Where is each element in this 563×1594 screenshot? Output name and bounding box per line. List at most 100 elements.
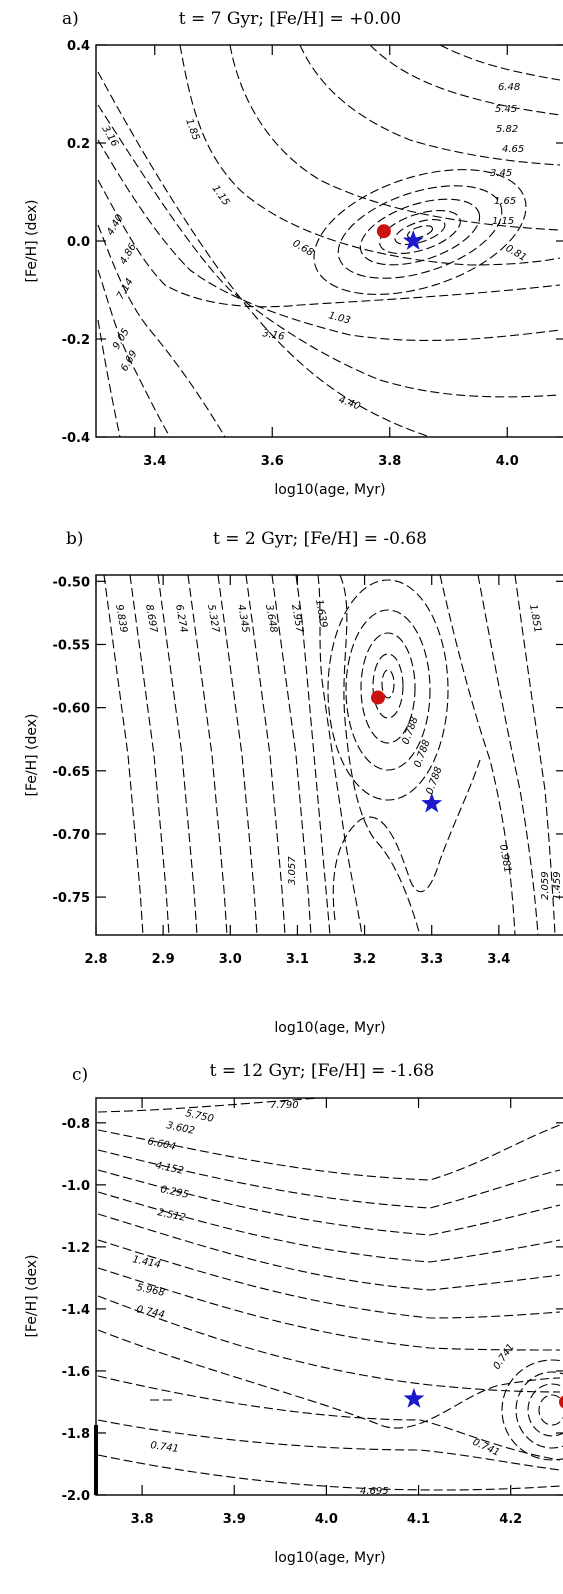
panel-b-ylabel: [Fe/H] (dex) [24,714,40,797]
contour-label: 3.057 [287,856,298,885]
panel-b-contour-labels: 9.839 8.697 6.274 5.327 4.345 3.648 2.95… [113,599,563,900]
contour-label: 2.512 [156,1207,186,1224]
contour-label: 1.03 [327,310,351,326]
panel-c-contour-labels: 5.750 7.790 3.602 6.604 4.152 0.295 2.51… [131,1100,517,1497]
contour-label: 4.345 [235,604,251,634]
y-tick-label: -0.4 [62,431,90,446]
y-tick-label: 0.0 [67,235,90,250]
contour-label: 1.15 [210,183,232,208]
panel-a-letter: a) [62,9,79,29]
contour-label: 1.459 [552,871,563,900]
contour-label: 0.81 [504,243,529,264]
y-tick-label: -0.60 [53,702,90,717]
y-tick-label: -0.70 [53,828,90,843]
panel-a-title: t = 7 Gyr; [Fe/H] = +0.00 [179,9,401,29]
y-tick-label: -1.8 [62,1427,90,1442]
contour-label: 0.788 [412,738,432,769]
x-tick-label: 4.0 [496,454,519,469]
panel-a-frame [95,44,563,438]
panel-a-ylabel: [Fe/H] (dex) [24,200,40,283]
contour-label: 3.648 [263,604,279,634]
panel-a: a) t = 7 Gyr; [Fe/H] = +0.00 6.48 5.45 [24,9,563,498]
contour-label: 4.152 [154,1160,184,1177]
y-tick-label: -0.75 [53,891,90,906]
best-fit-circle-marker [371,690,385,705]
panel-c-ylabel: [Fe/H] (dex) [24,1255,40,1338]
x-tick-label: 4.2 [499,1512,522,1527]
y-tick-label: -1.0 [62,1179,90,1194]
contour-label: 0.741 [150,1440,180,1455]
x-tick-label: 3.4 [487,952,510,967]
contour-label: 3.602 [165,1120,195,1137]
panel-a-contours [97,44,561,438]
y-tick-label: -0.55 [53,638,90,653]
contour-label: 1.15 [492,216,514,227]
panel-b: b) t = 2 Gyr; [Fe/H] = -0.68 9.839 8 [24,529,563,1036]
contour-label: 7.14 [115,277,136,302]
panel-c-letter: c) [72,1065,88,1085]
panel-b-frame [95,574,563,936]
contour-label: 6.48 [498,82,520,93]
contour-label: 4.695 [360,1486,389,1497]
y-tick-label: -0.65 [53,765,90,780]
y-tick-label: -1.2 [62,1241,90,1256]
x-tick-label: 3.2 [353,952,376,967]
contour-label: 0.295 [159,1184,189,1201]
contour-label: 1.639 [313,599,329,629]
contour-label: 6.274 [173,604,189,634]
contour-label: 1.65 [494,196,516,207]
contour-label: 1.414 [131,1254,161,1271]
panel-b-contours [103,574,556,936]
x-tick-label: 3.1 [286,952,309,967]
contour-label: 3.16 [99,124,120,149]
contour-label: 3.16 [261,328,285,343]
best-fit-circle-marker [376,224,391,239]
contour-label: 4.40 [337,394,362,412]
contour-label: 4.40 [105,213,126,238]
panel-a-contour-labels: 6.48 5.45 5.82 4.65 3.45 1.65 1.15 0.81 … [99,82,528,412]
contour-label: 1.851 [527,604,543,634]
x-tick-label: 3.3 [420,952,443,967]
true-value-star-marker [402,230,424,250]
contour-label: 3.45 [490,168,512,179]
panel-c-title: t = 12 Gyr; [Fe/H] = -1.68 [210,1061,435,1081]
y-tick-label: -0.2 [62,333,90,348]
x-tick-label: 3.6 [261,454,284,469]
y-tick-label: 0.2 [67,137,90,152]
contour-label: 5.750 [184,1108,214,1125]
contour-label: 7.790 [270,1100,299,1111]
contour-label: 0.741 [491,1342,516,1372]
contour-label: 2.957 [289,604,305,635]
contour-label: 4.86 [118,242,139,267]
y-tick-label: -0.50 [53,575,90,590]
contour-label: 8.697 [143,604,159,635]
panel-c-frame [95,1097,563,1496]
contour-label: 4.65 [502,144,524,155]
panel-c-xlabel: log10(age, Myr) [274,1550,385,1566]
contour-label: 0.741 [471,1437,502,1459]
contour-label: 0.744 [135,1304,165,1321]
contour-label: 5.45 [495,104,517,115]
contour-label: 0.981 [497,844,513,874]
contour-label: 6.69 [119,349,140,374]
x-tick-label: 3.8 [131,1512,154,1527]
x-tick-label: 4.0 [315,1512,338,1527]
x-tick-label: 3.8 [378,454,401,469]
x-tick-label: 3.0 [219,952,242,967]
x-tick-label: 4.1 [407,1512,430,1527]
true-value-star-marker [403,1387,425,1408]
best-fit-circle-marker [559,1395,563,1409]
contour-label: 5.82 [496,124,518,135]
panel-b-xlabel: log10(age, Myr) [274,1020,385,1036]
contour-label: 2.059 [540,871,551,900]
panel-c-contours [97,1097,563,1491]
y-tick-label: -0.8 [62,1117,90,1132]
contour-label: 0.788 [424,765,444,796]
x-tick-label: 2.9 [152,952,175,967]
contour-label: 6.604 [146,1136,176,1153]
contour-label: 0.788 [400,715,420,746]
x-tick-label: 3.4 [143,454,166,469]
panel-c: c) t = 12 Gyr; [Fe/H] = -1.68 5.750 7.79… [24,1061,563,1566]
panel-a-xlabel: log10(age, Myr) [274,482,385,498]
